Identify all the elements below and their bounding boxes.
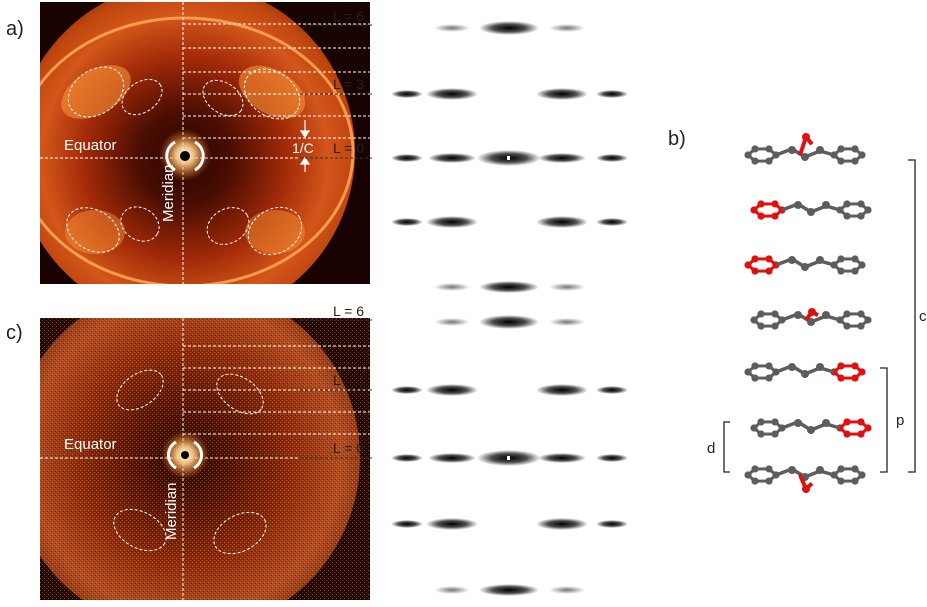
molecule-layer [744, 132, 872, 493]
diffraction-pattern-a [40, 2, 370, 284]
molecule-0 [744, 132, 866, 165]
layer-label-a-6: L = 6 [333, 8, 365, 24]
molecule-2 [744, 255, 866, 275]
panel-b-label: b) [668, 128, 686, 150]
simulated-patterns [372, 0, 642, 602]
pitch-label: p [896, 412, 905, 429]
molecular-stack [700, 110, 927, 510]
molecule-3 [750, 308, 872, 330]
equator-label-a: Equator [64, 137, 117, 154]
distance-label: d [707, 440, 716, 457]
cut-label: c [919, 308, 927, 325]
layer-label-a-0: L = 0 [333, 140, 365, 156]
layer-label-c-6: L = 6 [333, 303, 365, 319]
panel-c-label: c) [6, 322, 23, 344]
layer-label-c-0: L = 0 [333, 440, 365, 456]
layer-label-a-3: L = 3 [333, 76, 365, 92]
molecule-4 [744, 362, 866, 382]
molecule-5 [750, 418, 872, 438]
spacing-label: 1/C [292, 140, 314, 156]
equator-label-c: Equator [64, 436, 117, 453]
panel-a-label: a) [6, 18, 24, 40]
molecule-1 [750, 200, 872, 220]
diffraction-pattern-c [40, 318, 370, 600]
molecule-6 [744, 465, 866, 493]
layer-label-c-3: L = 3 [333, 372, 365, 388]
